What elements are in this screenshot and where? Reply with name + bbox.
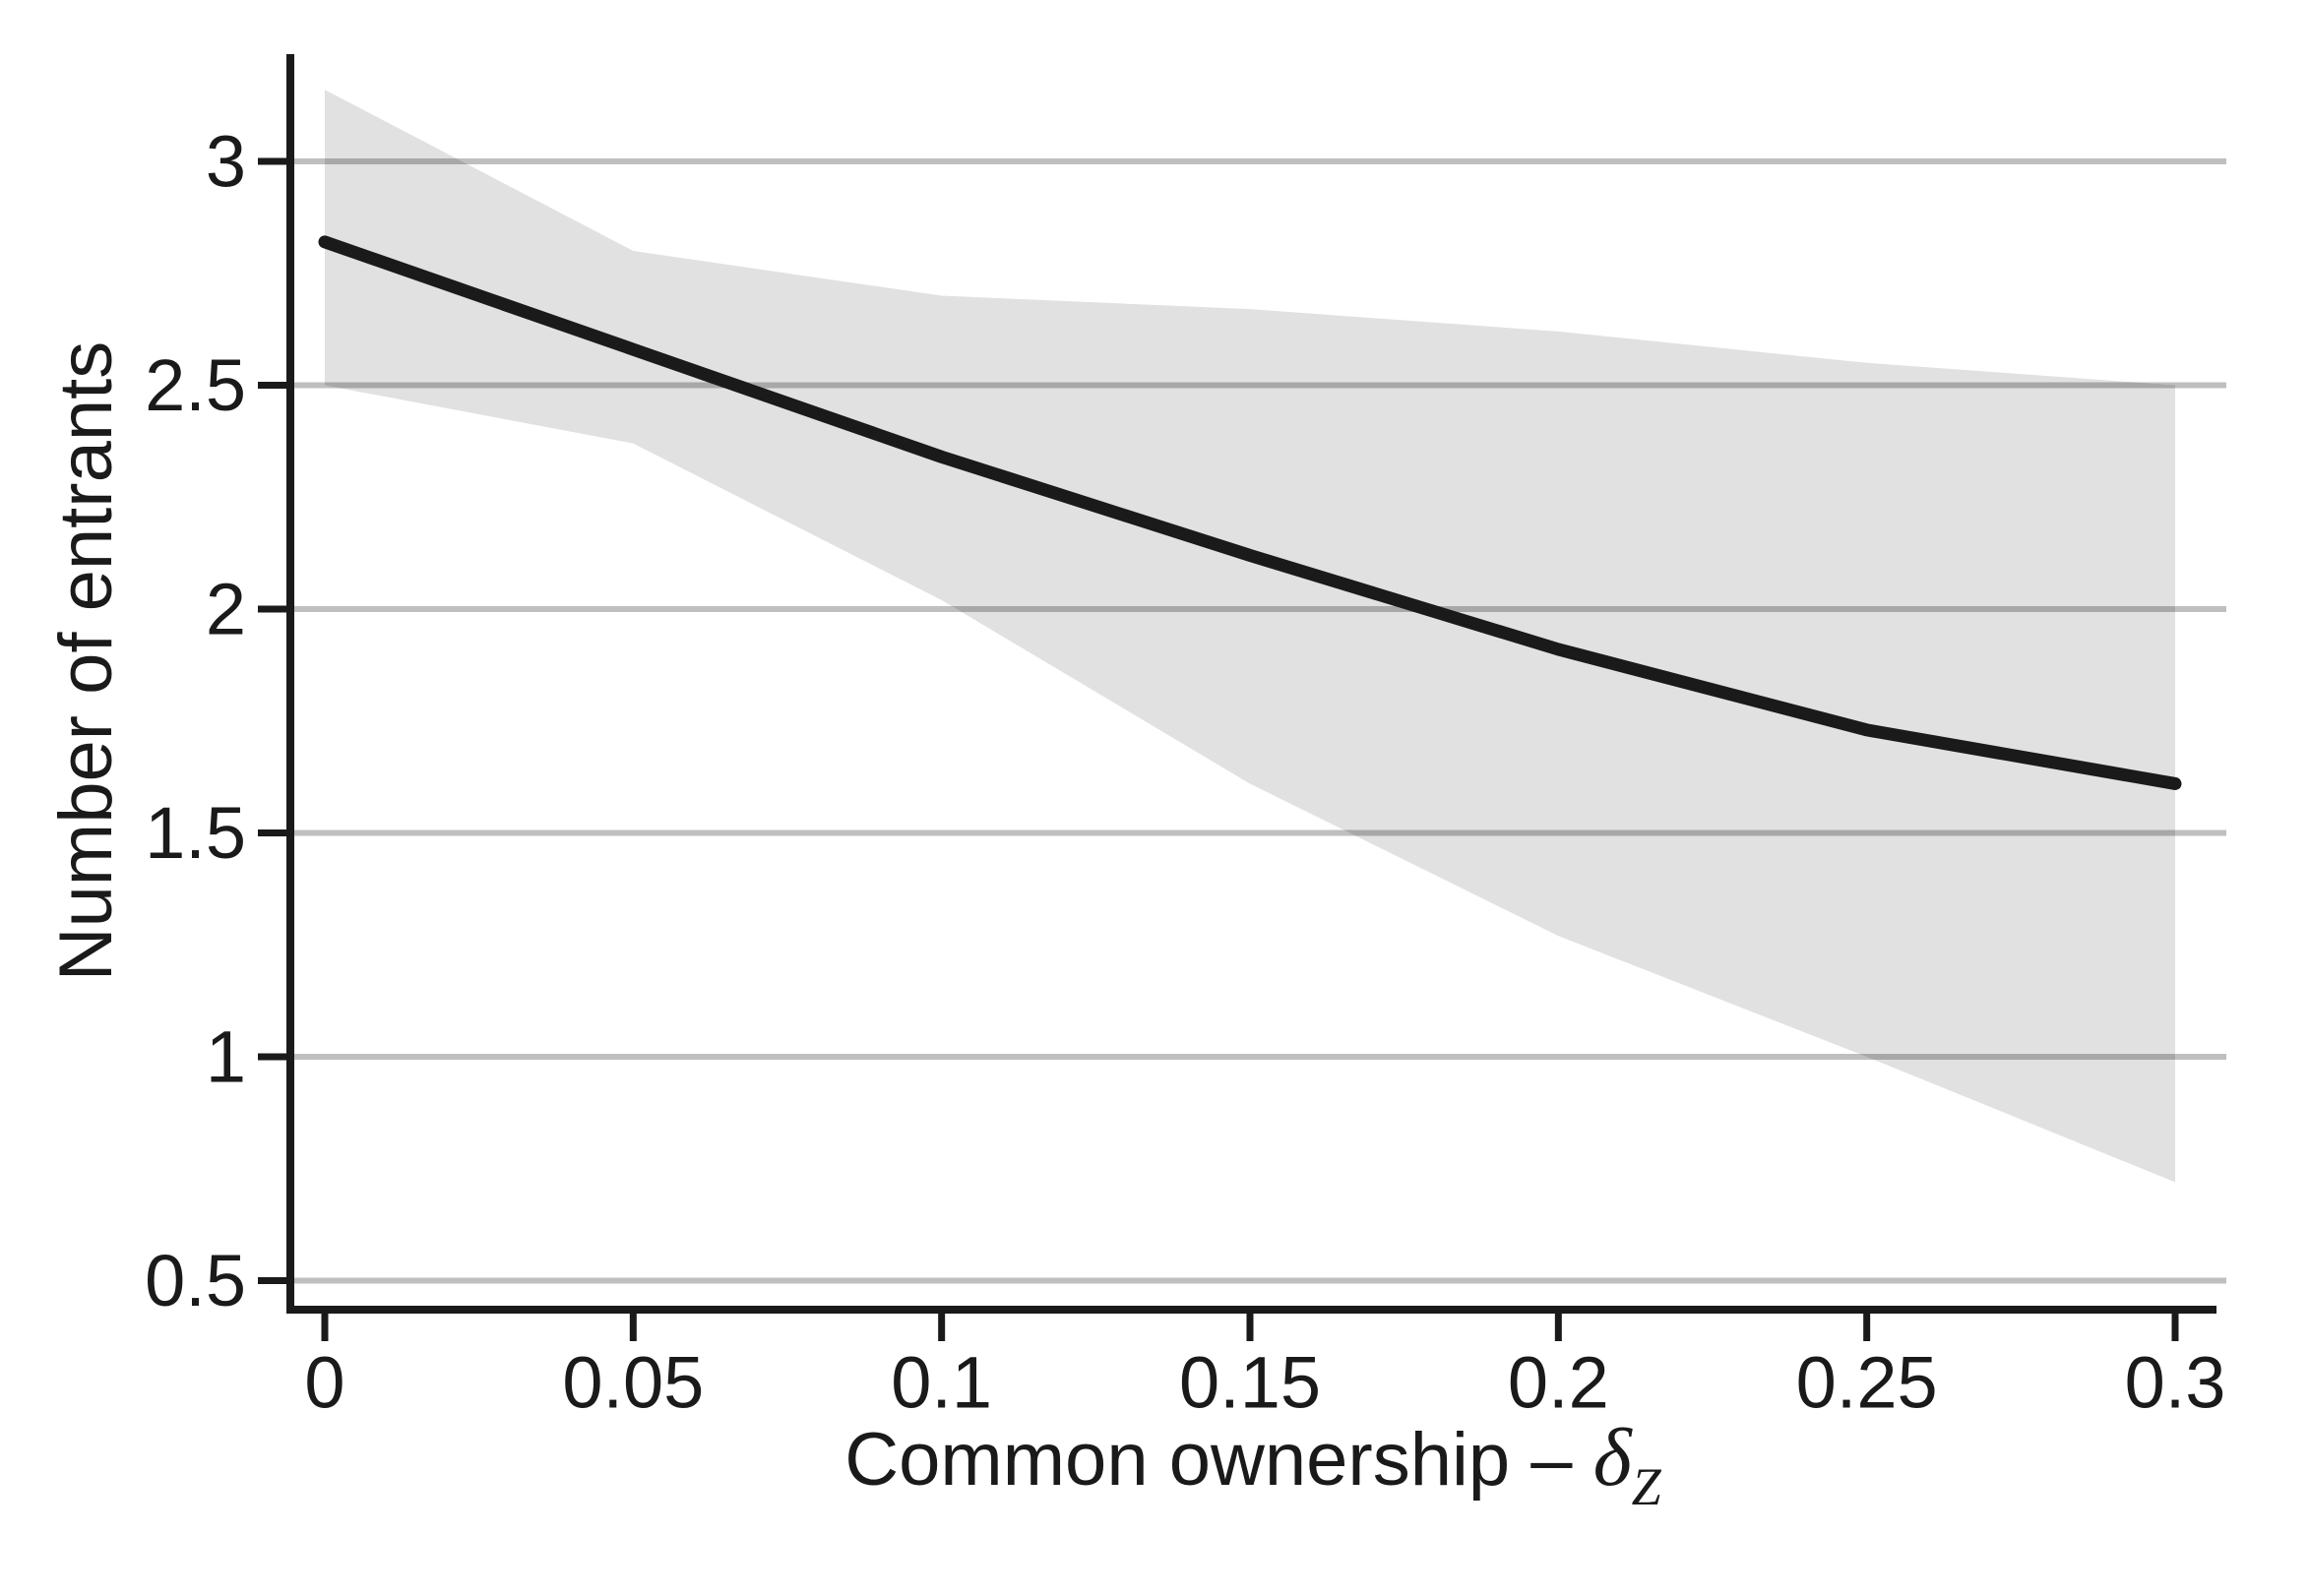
x-tick-label: 0.15 [1179, 1342, 1321, 1424]
x-tick-label: 0.05 [562, 1342, 704, 1424]
mean-line [318, 235, 2182, 790]
confidence-band [325, 90, 2175, 1183]
x-tick-label: 0.2 [1508, 1342, 1609, 1424]
y-tick-label: 2 [206, 569, 246, 650]
y-tick-label: 2.5 [145, 344, 246, 426]
x-tick-label: 0 [304, 1342, 344, 1424]
x-axis-title-text: Common ownership – [844, 1418, 1593, 1502]
y-axis-title: Number of entrants [44, 340, 129, 982]
y-tick-label: 3 [206, 121, 246, 203]
y-tick-label: 0.5 [145, 1240, 246, 1321]
x-tick-label: 0.3 [2125, 1342, 2226, 1424]
y-tick-label: 1 [206, 1016, 246, 1098]
x-tick-label: 0.1 [891, 1342, 992, 1424]
delta-symbol: δ [1592, 1412, 1632, 1504]
x-axis-title: Common ownership – δZ [844, 1412, 1661, 1516]
y-tick-label: 1.5 [145, 792, 246, 874]
x-tick-label: 0.25 [1796, 1342, 1938, 1424]
delta-subscript: Z [1631, 1457, 1661, 1516]
